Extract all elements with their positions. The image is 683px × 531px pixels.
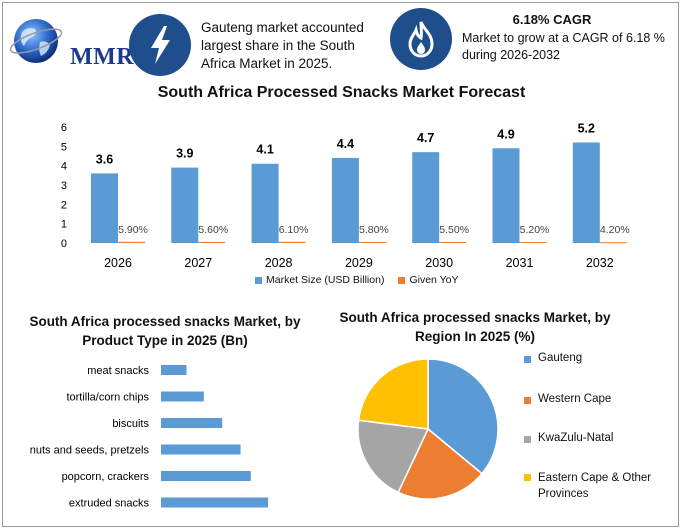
yoy-label: 5.60% xyxy=(198,224,228,236)
legend-label-yoy: Given YoY xyxy=(409,274,459,286)
yoy-bar xyxy=(519,241,547,243)
yoy-bar xyxy=(439,241,467,243)
market-size-label: 3.9 xyxy=(176,147,193,161)
globe-icon xyxy=(9,19,63,63)
yoy-label: 5.20% xyxy=(520,224,550,236)
legend-label-kwazulu-natal: KwaZulu-Natal xyxy=(538,432,614,444)
legend-label-western-cape: Western Cape xyxy=(538,393,612,405)
product-type-bar xyxy=(161,391,204,402)
pie-slice-western-cape xyxy=(397,427,483,500)
legend-item-eastern-cape: Eastern Cape & Other Provinces xyxy=(524,470,664,502)
forecast-bar-chart: 0 1 2 3 4 5 6 3.6 5.90% 2026 3.9 5.60% 2027 4.1 6.10% 2… xyxy=(61,121,630,270)
brand-name: MMR xyxy=(70,44,135,70)
market-size-label: 4.1 xyxy=(256,143,273,157)
legend-label-market-size: Market Size (USD Billion) xyxy=(266,274,385,286)
product-type-bar xyxy=(161,418,223,428)
market-size-label: 3.6 xyxy=(96,152,113,166)
yoy-label: 5.50% xyxy=(439,224,469,236)
legend-item-kwazulu-natal: KwaZulu-Natal xyxy=(524,432,613,444)
product-type-label: meat snacks xyxy=(87,365,149,377)
flame-icon xyxy=(390,8,452,70)
y-tick-label: 4 xyxy=(61,161,67,173)
market-size-bar xyxy=(412,152,440,243)
yoy-label: 6.10% xyxy=(279,224,309,236)
yoy-bar xyxy=(358,241,386,243)
cagr-text: Market to grow at a CAGR of 6.18 % durin… xyxy=(462,31,665,62)
y-tick-label: 5 xyxy=(61,141,67,153)
product-type-label: extruded snacks xyxy=(69,498,150,510)
yoy-label: 4.20% xyxy=(600,224,630,236)
product-type-bar xyxy=(161,497,269,508)
mmr-logo: MMR xyxy=(8,14,134,70)
legend-item-yoy: Given YoY xyxy=(398,274,459,286)
cagr-title: 6.18% CAGR xyxy=(512,12,592,27)
lightning-icon xyxy=(129,14,191,76)
legend-item-western-cape: Western Cape xyxy=(524,393,611,405)
market-size-label: 4.7 xyxy=(417,131,434,145)
region-pie-chart xyxy=(357,358,499,500)
x-tick-label: 2026 xyxy=(104,256,132,270)
yoy-label: 5.80% xyxy=(359,224,389,236)
yoy-bar xyxy=(599,242,627,244)
legend-label-gauteng: Gauteng xyxy=(538,352,583,364)
product-type-bar xyxy=(161,444,241,455)
yoy-bar xyxy=(278,241,306,243)
x-tick-label: 2031 xyxy=(506,256,534,270)
market-size-label: 5.2 xyxy=(578,121,595,135)
product-type-label: biscuits xyxy=(112,418,149,430)
y-tick-label: 3 xyxy=(61,180,67,192)
market-size-bar xyxy=(331,157,359,243)
yoy-label: 5.90% xyxy=(118,224,148,236)
forecast-legend: Market Size (USD Billion) Given YoY xyxy=(255,274,459,286)
legend-item-market-size: Market Size (USD Billion) xyxy=(255,274,384,286)
x-tick-label: 2030 xyxy=(425,256,453,270)
product-type-chart-title: South Africa processed snacks Market, by… xyxy=(29,314,301,348)
product-type-label: popcorn, crackers xyxy=(62,471,150,483)
market-size-label: 4.9 xyxy=(497,127,514,141)
x-tick-label: 2029 xyxy=(345,256,373,270)
legend-item-gauteng: Gauteng xyxy=(524,352,582,364)
market-size-bar xyxy=(91,173,118,243)
x-tick-label: 2027 xyxy=(184,256,212,270)
y-tick-label: 6 xyxy=(61,122,67,134)
product-type-label: nuts and seeds, pretzels xyxy=(30,445,150,457)
market-size-label: 4.4 xyxy=(337,137,354,151)
x-tick-label: 2032 xyxy=(586,256,614,270)
market-size-bar xyxy=(171,167,199,243)
pie-slice-gauteng xyxy=(427,358,499,475)
y-tick-label: 2 xyxy=(61,199,67,211)
product-type-bar xyxy=(161,365,187,375)
forecast-chart-title: South Africa Processed Snacks Market For… xyxy=(157,84,526,101)
region-chart-title: South Africa processed snacks Market, by… xyxy=(339,310,611,344)
product-type-bar xyxy=(161,471,251,481)
market-size-bar xyxy=(251,163,279,243)
y-tick-label: 1 xyxy=(61,219,67,231)
legend-label-eastern-cape: Eastern Cape & Other Provinces xyxy=(538,472,652,500)
yoy-bar xyxy=(118,241,145,243)
x-tick-label: 2028 xyxy=(265,256,293,270)
yoy-bar xyxy=(198,241,226,243)
market-size-bar xyxy=(572,142,600,243)
y-tick-label: 0 xyxy=(61,238,67,250)
pie-slice-kwazulu-natal xyxy=(357,419,430,494)
product-type-bar-chart: meat snacks tortilla/corn chips biscuits nu… xyxy=(30,365,269,510)
product-type-label: tortilla/corn chips xyxy=(66,392,149,404)
pie-slice-eastern-cape xyxy=(357,358,429,430)
market-size-bar xyxy=(492,148,520,243)
gauteng-share-text: Gauteng market accounted largest share i… xyxy=(201,20,364,71)
